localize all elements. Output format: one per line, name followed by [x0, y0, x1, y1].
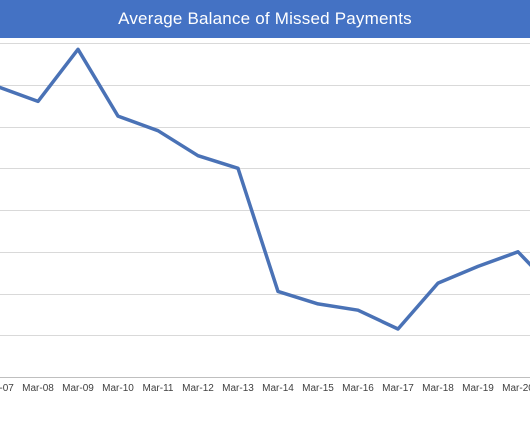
x-tick-label: Mar-20 [502, 383, 530, 394]
x-tick-label: Mar-08 [22, 383, 54, 394]
x-tick-label: Mar-10 [102, 383, 134, 394]
x-tick-label: Mar-12 [182, 383, 214, 394]
x-tick-label: Mar-14 [262, 383, 294, 394]
x-tick-label: Mar-13 [222, 383, 254, 394]
x-tick-label: Mar-17 [382, 383, 414, 394]
x-tick-label: Mar-19 [462, 383, 494, 394]
x-tick-label: Mar-11 [143, 383, 174, 394]
gridlines [0, 43, 530, 336]
x-tick-label: Mar-09 [62, 383, 94, 394]
x-tick-label: Mar-18 [422, 383, 454, 394]
series-line-0 [0, 47, 530, 331]
chart-title: Average Balance of Missed Payments [118, 9, 412, 28]
x-tick-label: Mar-07 [0, 383, 14, 394]
x-tick-labels: Mar-07 Mar-08 Mar-09 Mar-10 Mar-11 Mar-12 Mar-… [0, 383, 530, 394]
x-tick-label: Mar-16 [342, 383, 374, 394]
chart-title-bar: Average Balance of Missed Payments [0, 0, 530, 38]
series-layer [0, 47, 530, 331]
x-tick-label: Mar-15 [302, 383, 334, 394]
